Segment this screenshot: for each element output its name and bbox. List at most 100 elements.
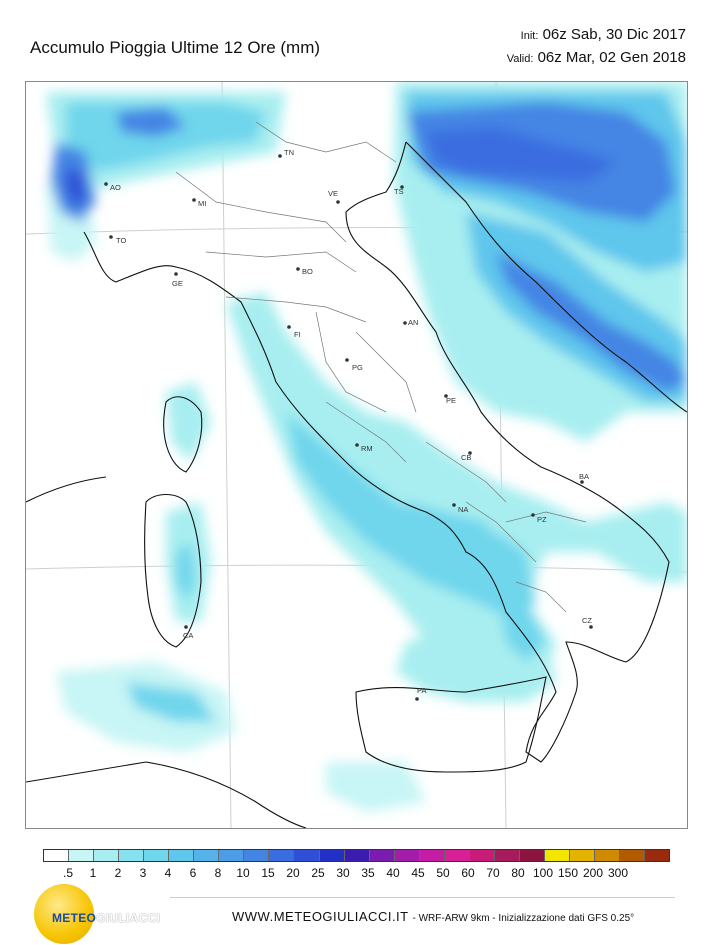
- legend-swatch: [369, 850, 395, 861]
- legend-swatch: [269, 850, 295, 861]
- city-TS: TS: [394, 185, 404, 196]
- city-TO: TO: [109, 235, 126, 245]
- legend-swatch: [144, 850, 170, 861]
- coastlines: [26, 141, 687, 828]
- legend-label: 45: [411, 866, 425, 880]
- map-title: Accumulo Pioggia Ultime 12 Ore (mm): [30, 38, 321, 57]
- legend-swatch: [219, 850, 245, 861]
- svg-text:PG: PG: [352, 363, 363, 372]
- legend-label: 25: [311, 866, 325, 880]
- legend-swatch: [444, 850, 470, 861]
- svg-text:PE: PE: [446, 396, 456, 405]
- svg-text:RM: RM: [361, 444, 373, 453]
- init-label: Init:: [520, 30, 539, 42]
- legend-label: 6: [189, 866, 197, 880]
- legend-swatch: [244, 850, 270, 861]
- city-FI: FI: [287, 325, 301, 339]
- legend-swatch: [494, 850, 520, 861]
- city-GE: GE: [172, 272, 183, 288]
- run-info: Init: 06z Sab, 30 Dic 2017 Valid: 06z Ma…: [507, 24, 686, 70]
- footer-credits: WWW.METEOGIULIACCI.IT - WRF-ARW 9km - In…: [232, 909, 635, 924]
- legend-label: 150: [557, 866, 579, 880]
- svg-text:PZ: PZ: [537, 515, 547, 524]
- legend-swatch: [194, 850, 220, 861]
- legend-swatch: [319, 850, 345, 861]
- city-PA: PA: [415, 686, 426, 701]
- site-link[interactable]: WWW.METEOGIULIACCI.IT: [232, 909, 409, 924]
- legend-label: 2: [114, 866, 122, 880]
- legend-swatch: [44, 850, 70, 861]
- color-scale-bar: [43, 849, 670, 862]
- legend-label: 15: [261, 866, 275, 880]
- legend-label: 60: [461, 866, 475, 880]
- legend-swatch: [620, 850, 646, 861]
- city-VE: VE: [328, 189, 340, 204]
- svg-text:TS: TS: [394, 187, 404, 196]
- legend-swatch: [294, 850, 320, 861]
- city-BO: BO: [296, 267, 313, 276]
- valid-label: Valid:: [506, 53, 534, 65]
- svg-text:PA: PA: [417, 686, 426, 695]
- city-NA: NA: [452, 503, 468, 514]
- legend-label: 30: [336, 866, 350, 880]
- city-AN: AN: [403, 318, 418, 327]
- svg-text:FI: FI: [294, 330, 301, 339]
- model-info: WRF-ARW 9km - Inizializzazione dati GFS …: [418, 913, 635, 924]
- svg-text:TO: TO: [116, 236, 126, 245]
- city-PE: PE: [444, 394, 456, 405]
- city-BA: BA: [579, 472, 589, 484]
- legend-swatch: [394, 850, 420, 861]
- svg-text:CA: CA: [183, 631, 193, 640]
- city-AO: AO: [104, 182, 121, 192]
- valid-value: 06z Mar, 02 Gen 2018: [537, 49, 686, 66]
- legend-label: 50: [436, 866, 450, 880]
- legend-label: 8: [214, 866, 222, 880]
- precipitation-map: AO TO MI TN VE TS GE BO FI AN PG PE RM C…: [25, 81, 688, 829]
- svg-text:BA: BA: [579, 472, 589, 481]
- legend-label: 35: [361, 866, 375, 880]
- legend-swatch: [469, 850, 495, 861]
- svg-text:AN: AN: [408, 318, 418, 327]
- logo-text: METEOGIULIACCI: [52, 911, 161, 925]
- legend-swatch: [169, 850, 195, 861]
- footer-divider: [170, 897, 675, 898]
- legend-label: 300: [607, 866, 629, 880]
- legend-swatch: [645, 850, 670, 861]
- svg-text:BO: BO: [302, 267, 313, 276]
- city-PG: PG: [345, 358, 363, 372]
- svg-text:GE: GE: [172, 279, 183, 288]
- meteogiuliacci-logo: [34, 884, 94, 944]
- color-scale-labels: .5 1 2 3 4 6 8 10 15 20 25 30 35 40 45 50 60 70 80 100 150 20…: [43, 866, 668, 882]
- svg-text:TN: TN: [284, 148, 294, 157]
- legend-swatch: [569, 850, 596, 861]
- svg-text:CZ: CZ: [582, 616, 592, 625]
- legend-swatch: [419, 850, 445, 861]
- legend-label: 40: [386, 866, 400, 880]
- legend-swatch: [94, 850, 120, 861]
- city-CZ: CZ: [582, 616, 593, 629]
- svg-text:AO: AO: [110, 183, 121, 192]
- legend-label: 80: [511, 866, 525, 880]
- city-TN: TN: [278, 148, 294, 158]
- legend-label: 1: [89, 866, 97, 880]
- svg-text:VE: VE: [328, 189, 338, 198]
- legend-swatch: [519, 850, 545, 861]
- legend-label: .5: [62, 866, 74, 880]
- legend-swatch: [544, 850, 570, 861]
- legend-swatch: [69, 850, 95, 861]
- legend-label: 20: [286, 866, 300, 880]
- init-value: 06z Sab, 30 Dic 2017: [542, 26, 686, 43]
- legend-label: 200: [582, 866, 604, 880]
- legend-label: 100: [532, 866, 554, 880]
- legend-label: 4: [164, 866, 172, 880]
- legend-swatch: [119, 850, 145, 861]
- city-RM: RM: [355, 443, 373, 453]
- legend-swatch: [344, 850, 370, 861]
- legend-label: 3: [139, 866, 147, 880]
- legend-label: 70: [486, 866, 500, 880]
- svg-text:NA: NA: [458, 505, 468, 514]
- legend-swatch: [595, 850, 621, 861]
- city-CB: CB: [461, 451, 472, 462]
- city-CA: CA: [183, 625, 193, 640]
- svg-text:MI: MI: [198, 199, 206, 208]
